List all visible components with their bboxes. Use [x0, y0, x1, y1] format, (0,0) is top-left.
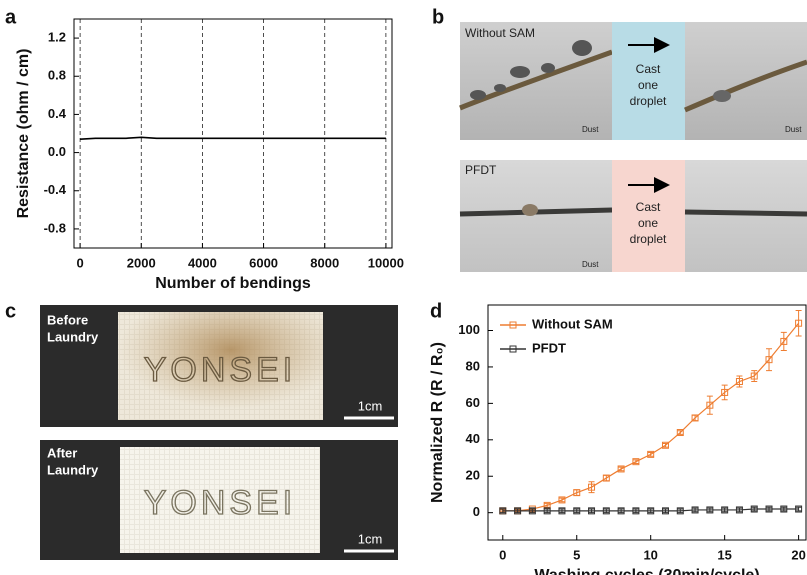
cast-label: one: [638, 78, 658, 92]
x-tick-label: 5: [573, 547, 580, 562]
dust-label: Dust: [582, 260, 599, 269]
x-tick-label: 2000: [127, 255, 156, 270]
dust-particles: [522, 204, 538, 216]
x-tick-label: 4000: [188, 255, 217, 270]
error-bar: [707, 396, 713, 414]
dust-label: Dust: [785, 125, 802, 134]
series-line: [80, 137, 386, 139]
y-axis-label: Resistance (ohm / cm): [15, 49, 32, 219]
legend-label: PFDT: [532, 340, 566, 355]
error-bar: [751, 371, 757, 382]
photo: [685, 22, 807, 140]
y-tick-label: 1.2: [48, 30, 66, 45]
fabric-text: YONSEI: [144, 484, 296, 522]
y-axis-label: Normalized R (R / R₀): [429, 342, 446, 503]
cast-label: droplet: [630, 232, 667, 246]
fiber: [685, 212, 807, 214]
x-tick-label: 0: [499, 547, 506, 562]
x-tick-label: 0: [76, 255, 83, 270]
photo-label: Laundry: [47, 462, 99, 477]
error-bar: [736, 376, 742, 387]
error-bar: [589, 482, 595, 493]
dust-particles: [713, 90, 731, 102]
figure: b Without SAM Cast one droplet Dust Dust…: [0, 0, 807, 575]
x-tick-label: 6000: [249, 255, 278, 270]
x-tick-label: 15: [717, 547, 731, 562]
y-tick-label: 0.4: [48, 106, 67, 121]
y-tick-label: 60: [466, 395, 480, 410]
y-tick-label: -0.8: [44, 220, 66, 235]
error-bar: [781, 332, 787, 350]
photo-label: After: [47, 445, 77, 460]
y-tick-label: 0: [473, 504, 480, 519]
panel-b: b Without SAM Cast one droplet Dust Dust…: [432, 6, 807, 272]
cast-label: Cast: [636, 200, 661, 214]
error-bar: [796, 310, 802, 336]
panel-c: c YONSEI Before Laundry 1cm YONSEI After…: [5, 300, 398, 560]
page: {"chart_data": [ {"type": "line", "panel…: [0, 0, 807, 575]
scale-label: 1cm: [358, 531, 383, 546]
legend-label: Without SAM: [532, 316, 613, 331]
panel-letter: d: [430, 300, 442, 322]
y-tick-label: -0.4: [44, 182, 67, 197]
photo-label: Laundry: [47, 329, 99, 344]
fabric-text: YONSEI: [144, 351, 296, 389]
y-tick-label: 40: [466, 431, 480, 446]
error-bar: [574, 490, 580, 495]
y-tick-label: 100: [458, 322, 480, 337]
y-tick-label: 20: [466, 468, 480, 483]
x-tick-label: 10: [643, 547, 657, 562]
dust-label: Dust: [582, 125, 599, 134]
y-tick-label: 0.0: [48, 144, 66, 159]
panel-letter: a: [5, 6, 17, 28]
x-tick-label: 20: [791, 547, 805, 562]
cast-label: Cast: [636, 62, 661, 76]
y-tick-label: 0.8: [48, 68, 66, 83]
photo-label: Without SAM: [465, 26, 535, 40]
x-axis-label: Number of bendings: [155, 275, 311, 292]
panel-letter: b: [432, 6, 444, 28]
cast-label: droplet: [630, 94, 667, 108]
x-tick-label: 10000: [368, 255, 404, 270]
y-tick-label: 80: [466, 358, 480, 373]
panel-letter: c: [5, 300, 16, 322]
error-bar: [766, 349, 772, 371]
cast-label: one: [638, 216, 658, 230]
x-axis-label: Washing cycles (30min/cycle): [534, 567, 759, 575]
plot-frame: [74, 19, 392, 248]
photo-label: Before: [47, 312, 88, 327]
scale-label: 1cm: [358, 398, 383, 413]
x-tick-label: 8000: [310, 255, 339, 270]
photo-label: PFDT: [465, 163, 497, 177]
error-bar: [722, 385, 728, 400]
